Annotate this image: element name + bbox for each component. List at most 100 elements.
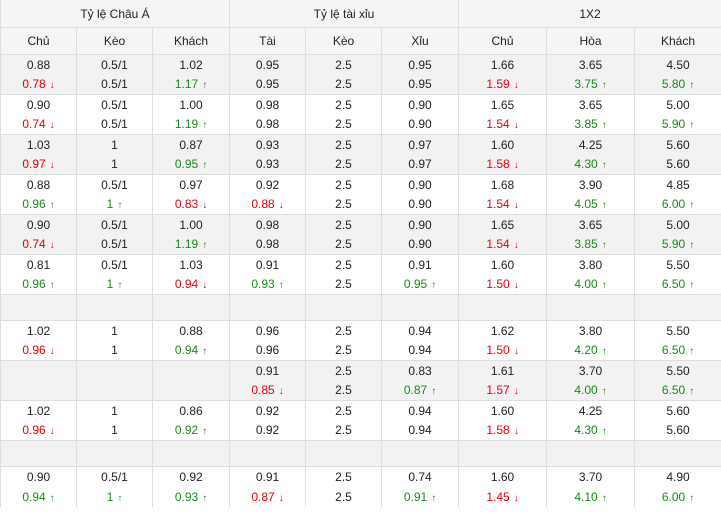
empty-cell <box>229 440 307 467</box>
win-away-cell: 4.90 <box>634 466 721 487</box>
odds-row-opening: 1.03 1 0.87 0.93 2.5 0.97 1.60 4.25 5.60 <box>0 134 721 155</box>
over-odds-cell: 0.98 <box>229 114 307 135</box>
arrow-down-icon: ↓ <box>49 240 55 252</box>
arrow-down-icon: ↓ <box>513 346 519 358</box>
draw-cell: 3.80 <box>546 320 636 341</box>
arrow-down-icon: ↓ <box>513 200 519 212</box>
under-odds-cell: 0.74 <box>381 466 460 487</box>
win-away-cell: 6.00 ↑ <box>634 194 721 215</box>
win-away-cell: 5.90 ↑ <box>634 114 721 135</box>
handicap-cell: 1 ↑ <box>76 194 153 215</box>
odds-value: 2.5 <box>335 137 352 152</box>
arrow-down-icon: ↓ <box>278 386 284 398</box>
odds-value: 0.90 <box>408 237 432 252</box>
arrow-down-icon: ↓ <box>49 160 55 172</box>
arrow-down-icon: ↓ <box>513 280 519 292</box>
odds-value: 1.66 <box>490 57 515 72</box>
arrow-up-icon: ↑ <box>49 492 55 504</box>
under-odds-cell: 0.95 <box>381 54 460 75</box>
odds-row-opening: 0.88 0.5/1 0.97 0.92 2.5 0.90 1.68 3.90 4.85 <box>0 174 721 195</box>
draw-cell: 3.80 <box>546 254 636 275</box>
ou-line-cell: 2.5 <box>305 174 383 195</box>
handicap-cell: 0.5/1 <box>76 466 153 487</box>
odds-value: 5.50 <box>666 323 690 338</box>
odds-value: 0.74 <box>408 469 432 484</box>
handicap-cell: 1 <box>76 154 153 175</box>
odds-value: 1.62 <box>490 323 515 338</box>
col-header-draw: Hòa <box>546 27 636 55</box>
odds-value: 1.00 <box>179 97 203 112</box>
odds-value: 6.00 <box>661 197 686 212</box>
empty-row <box>0 294 721 321</box>
odds-value: 0.91 <box>255 257 280 272</box>
odds-value: 3.65 <box>578 217 603 232</box>
odds-value: 0.97 <box>22 157 46 172</box>
odds-value: 1.54 <box>486 237 510 252</box>
win-away-cell: 5.80 ↑ <box>634 74 721 95</box>
odds-value: 0.98 <box>255 237 280 252</box>
arrow-up-icon: ↑ <box>689 120 695 132</box>
arrow-up-icon: ↑ <box>431 280 437 292</box>
odds-value: 1 <box>106 277 114 292</box>
over-odds-cell: 0.96 <box>229 340 307 361</box>
odds-value: 4.00 <box>574 277 598 292</box>
draw-cell: 4.25 <box>546 400 636 421</box>
odds-value: 2.5 <box>335 77 352 92</box>
empty-cell <box>305 294 383 321</box>
win-away-cell: 6.00 ↑ <box>634 486 721 507</box>
over-odds-cell: 0.96 <box>229 320 307 341</box>
col-header-1x2-away: Khách <box>634 27 721 55</box>
handicap-cell: 0.5/1 <box>76 214 153 235</box>
odds-value: 0.83 <box>408 363 432 378</box>
draw-cell: 4.00 ↑ <box>546 380 636 401</box>
odds-value: 0.96 <box>255 343 280 358</box>
odds-value: 3.65 <box>578 57 603 72</box>
odds-value: 4.00 <box>574 383 598 398</box>
col-header-over: Tài <box>229 27 307 55</box>
odds-value: 1.02 <box>179 57 203 72</box>
odds-value: 0.5/1 <box>101 177 128 192</box>
header-1x2: 1X2 <box>458 0 721 28</box>
arrow-up-icon: ↑ <box>202 80 208 92</box>
odds-value: 0.87 <box>251 489 275 504</box>
arrow-up-icon: ↑ <box>202 426 208 438</box>
handicap-cell <box>76 380 153 401</box>
odds-value: 2.5 <box>335 403 352 418</box>
handicap-cell: 0.5/1 <box>76 74 153 95</box>
ou-line-cell: 2.5 <box>305 340 383 361</box>
arrow-down-icon: ↓ <box>513 120 519 132</box>
odds-value: 6.50 <box>661 277 686 292</box>
draw-cell: 3.65 <box>546 214 636 235</box>
away-odds-cell: 0.95 ↑ <box>151 154 231 175</box>
odds-value: 0.91 <box>255 363 280 378</box>
ou-line-cell: 2.5 <box>305 234 383 255</box>
win-home-cell: 1.54 ↓ <box>458 194 548 215</box>
odds-value: 0.5/1 <box>101 97 128 112</box>
odds-value: 2.5 <box>335 383 352 398</box>
odds-value: 0.95 <box>408 57 432 72</box>
odds-value: 1.57 <box>486 383 510 398</box>
home-odds-cell: 0.88 <box>0 54 77 75</box>
away-odds-cell: 0.93 ↑ <box>151 486 231 507</box>
arrow-down-icon: ↓ <box>513 160 519 172</box>
odds-value: 0.98 <box>255 217 280 232</box>
handicap-cell: 1 ↑ <box>76 274 153 295</box>
arrow-up-icon: ↑ <box>431 386 437 398</box>
arrow-down-icon: ↓ <box>513 492 519 504</box>
odds-value: 4.20 <box>574 343 598 358</box>
odds-value: 0.93 <box>174 489 199 504</box>
home-odds-cell: 0.96 ↑ <box>0 194 77 215</box>
arrow-up-icon: ↑ <box>601 120 607 132</box>
odds-value: 3.70 <box>578 363 603 378</box>
odds-value: 1.03 <box>179 257 203 272</box>
odds-value: 5.00 <box>666 217 690 232</box>
home-odds-cell: 0.90 <box>0 94 77 115</box>
arrow-up-icon: ↑ <box>202 160 208 172</box>
arrow-up-icon: ↑ <box>49 200 55 212</box>
odds-value: 0.94 <box>22 489 46 504</box>
away-odds-cell: 0.94 ↓ <box>151 274 231 295</box>
odds-value: 1.45 <box>486 489 510 504</box>
odds-value: 2.5 <box>335 217 352 232</box>
empty-cell <box>0 440 77 467</box>
over-odds-cell: 0.91 <box>229 254 307 275</box>
